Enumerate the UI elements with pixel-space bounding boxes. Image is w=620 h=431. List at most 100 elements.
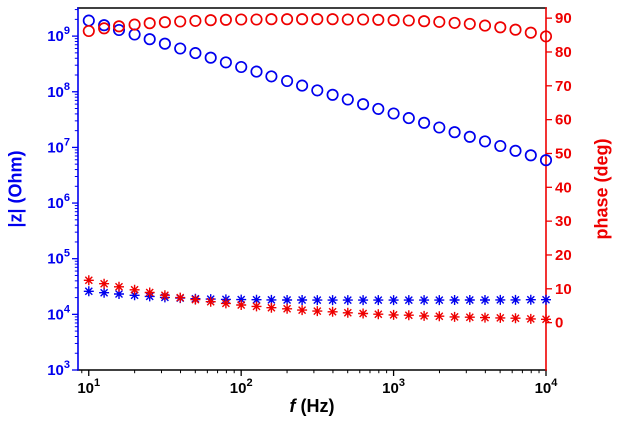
data-point-circle (82, 14, 95, 27)
data-point-circle (387, 14, 400, 27)
data-point-circle (174, 15, 187, 28)
data-point-asterisk (419, 295, 430, 306)
data-point-asterisk (83, 275, 94, 286)
tick-label: 103 (47, 359, 70, 379)
data-point-asterisk (403, 310, 414, 321)
data-point-asterisk (464, 312, 475, 323)
data-point-circle (112, 23, 126, 37)
data-point-circle (463, 17, 476, 30)
data-point-asterisk (282, 295, 293, 305)
data-point-asterisk (220, 298, 231, 309)
tick-label: 107 (47, 136, 70, 156)
data-point-asterisk (205, 296, 216, 307)
data-point-asterisk (99, 278, 110, 289)
tick-label: 80 (555, 44, 572, 61)
tick-label: 30 (555, 213, 572, 230)
data-point-asterisk (495, 312, 506, 323)
tick-label: 109 (47, 25, 70, 45)
data-point-circle (478, 135, 492, 148)
data-point-circle (402, 112, 415, 125)
data-point-asterisk (312, 295, 323, 306)
data-point-circle (326, 13, 339, 26)
data-point-circle (448, 126, 461, 139)
data-point-circle (418, 116, 431, 129)
tick-label: 50 (555, 145, 572, 162)
data-point-circle (296, 79, 309, 92)
tick-label: 103 (382, 377, 405, 397)
left-axis: 103 104 105 106 107 108 109 (47, 9, 78, 379)
tick-label: 90 (555, 10, 572, 27)
data-point-asterisk (449, 311, 460, 322)
tick-label: 102 (230, 377, 253, 397)
data-point-circle (82, 24, 95, 38)
data-point-asterisk (129, 290, 140, 301)
data-point-asterisk (525, 294, 536, 305)
data-point-asterisk (541, 314, 551, 325)
x-axis: 101 102 103 104 (77, 370, 558, 397)
data-point-asterisk (358, 308, 369, 319)
tick-label: 20 (555, 247, 572, 264)
data-point-circle (494, 21, 507, 34)
data-point-circle (98, 19, 111, 32)
data-point-circle (296, 13, 309, 26)
data-point-circle (265, 70, 278, 83)
data-point-asterisk (480, 312, 490, 323)
right-axis: 0 10 20 30 40 50 60 70 80 90 (546, 10, 572, 332)
data-point-asterisk (495, 294, 506, 305)
data-point-asterisk (480, 295, 490, 305)
data-point-circle (189, 14, 202, 27)
tick-label: 105 (47, 248, 70, 268)
x-axis-label-italic: f (289, 396, 296, 416)
data-point-circle (539, 30, 553, 43)
data-point-asterisk (388, 295, 399, 306)
data-point-asterisk (251, 294, 262, 305)
data-point-asterisk (388, 309, 399, 320)
data-point-circle (265, 13, 278, 26)
data-point-asterisk (464, 295, 475, 305)
data-point-circle (112, 20, 126, 33)
data-point-asterisk (312, 306, 323, 317)
y-axis-label-right: phase (deg) (591, 138, 612, 240)
data-point-circle (372, 13, 385, 26)
data-point-circle (326, 88, 339, 101)
data-point-circle (463, 130, 476, 143)
data-point-asterisk (525, 313, 536, 324)
data-point-asterisk (297, 305, 308, 316)
y-axis-label-left: |z| (Ohm) (5, 150, 26, 228)
data-point-asterisk (282, 303, 293, 314)
data-point-circle (433, 15, 446, 28)
data-point-asterisk (144, 287, 155, 298)
data-point-asterisk (251, 301, 262, 312)
series-impedance-circles (82, 14, 553, 167)
data-point-asterisk (297, 295, 308, 305)
data-point-circle (281, 74, 294, 88)
tick-label: 104 (535, 377, 559, 397)
data-point-circle (281, 13, 294, 26)
data-point-asterisk (358, 295, 369, 306)
data-point-circle (539, 154, 553, 167)
x-axis-label: f (Hz) (290, 396, 335, 417)
tick-label: 106 (47, 192, 70, 212)
data-point-circle (402, 14, 415, 27)
data-point-circle (128, 28, 141, 41)
data-point-asterisk (327, 306, 338, 317)
data-point-circle (448, 16, 461, 29)
data-point-circle (494, 139, 507, 153)
data-point-asterisk (434, 311, 445, 322)
data-point-asterisk (510, 294, 521, 305)
data-point-circle (204, 51, 217, 64)
data-point-asterisk (449, 295, 460, 305)
data-point-circle (235, 60, 248, 74)
data-point-circle (158, 37, 171, 50)
axes-box (77, 7, 547, 371)
data-point-asterisk (541, 294, 551, 305)
data-point-circle (341, 93, 354, 106)
tick-label: 40 (555, 179, 572, 196)
data-point-circle (509, 23, 522, 36)
data-point-circle (341, 13, 354, 26)
series-phase-asterisks (83, 275, 551, 325)
data-point-asterisk (159, 290, 170, 301)
data-point-asterisk (236, 294, 247, 305)
data-point-circle (98, 22, 111, 35)
